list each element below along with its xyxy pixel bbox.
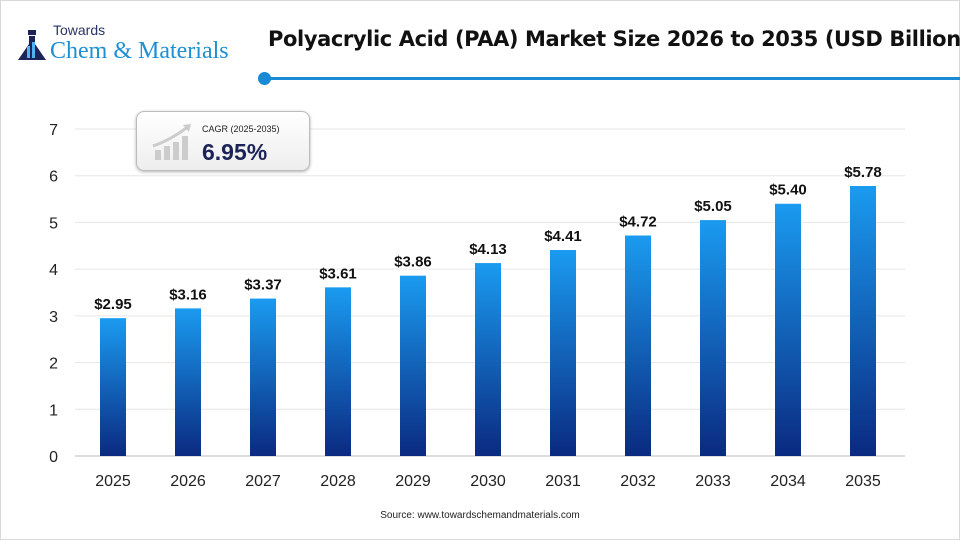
flask-icon (18, 30, 46, 60)
bar-2027 (250, 298, 276, 456)
x-tick-label: 2033 (695, 473, 731, 490)
x-tick-label: 2031 (545, 473, 581, 490)
y-tick-label: 0 (49, 449, 58, 466)
x-tick-label: 2027 (245, 473, 281, 490)
bar-2025 (100, 318, 126, 456)
growth-chart-icon (152, 124, 191, 160)
x-tick-label: 2028 (320, 473, 356, 490)
data-label: $2.95 (94, 296, 132, 313)
y-tick-label: 4 (49, 262, 58, 279)
y-tick-label: 2 (49, 356, 58, 373)
chart-title: Polyacrylic Acid (PAA) Market Size 2026 … (268, 27, 960, 51)
bar-2034 (775, 203, 801, 456)
y-tick-label: 1 (49, 402, 58, 419)
bar-2033 (700, 220, 726, 456)
bar-2032 (625, 235, 651, 456)
data-label: $4.72 (619, 214, 657, 231)
x-tick-label: 2032 (620, 473, 656, 490)
x-tick-label: 2025 (95, 473, 131, 490)
x-tick-label: 2029 (395, 473, 431, 490)
bar-2030 (475, 263, 501, 456)
data-label: $3.86 (394, 254, 432, 271)
data-label: $3.16 (169, 286, 207, 303)
bar-2028 (325, 287, 351, 456)
bar-2029 (400, 275, 426, 456)
y-tick-label: 6 (49, 169, 58, 186)
title-rule (266, 77, 960, 80)
y-tick-label: 7 (49, 122, 58, 139)
title-dot (258, 72, 271, 85)
y-tick-label: 5 (49, 215, 58, 232)
cagr-value: 6.95% (202, 139, 268, 165)
logo: Towards Chem & Materials (16, 22, 256, 66)
x-tick-label: 2030 (470, 473, 506, 490)
x-tick-label: 2034 (770, 473, 806, 490)
bar-2026 (175, 308, 201, 456)
source-note: Source: www.towardschemandmaterials.com (380, 510, 580, 521)
logo-line2: Chem & Materials (50, 38, 229, 64)
data-label: $4.41 (544, 228, 582, 245)
x-tick-label: 2035 (845, 473, 881, 490)
y-tick-label: 3 (49, 309, 58, 326)
logo-line1: Towards (53, 22, 106, 38)
data-label: $5.40 (769, 182, 807, 199)
data-label: $4.13 (469, 241, 507, 258)
bar-2035 (850, 185, 876, 456)
bar-2031 (550, 249, 576, 456)
data-label: $3.61 (319, 265, 357, 282)
data-label: $3.37 (244, 277, 282, 294)
data-label: $5.05 (694, 198, 732, 215)
x-tick-label: 2026 (170, 473, 206, 490)
data-label: $5.78 (844, 164, 882, 181)
cagr-label: CAGR (2025-2035) (202, 124, 280, 134)
cagr-box: CAGR (2025-2035) 6.95% (136, 111, 310, 171)
